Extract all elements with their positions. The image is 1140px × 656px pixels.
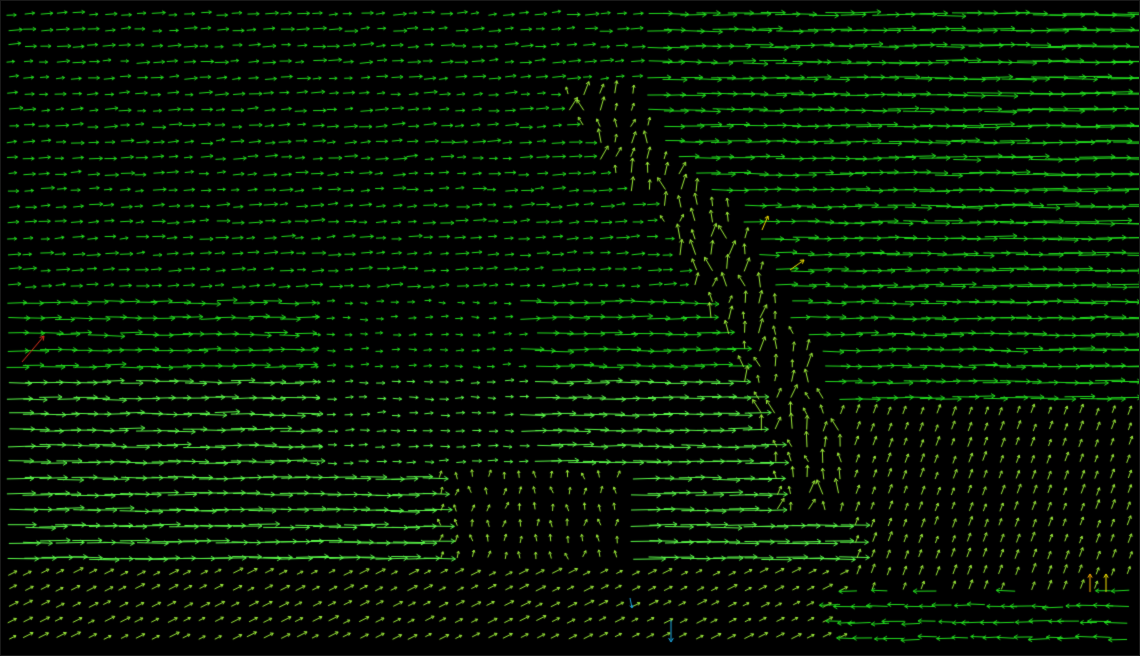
optical-flow-field <box>0 0 1140 656</box>
